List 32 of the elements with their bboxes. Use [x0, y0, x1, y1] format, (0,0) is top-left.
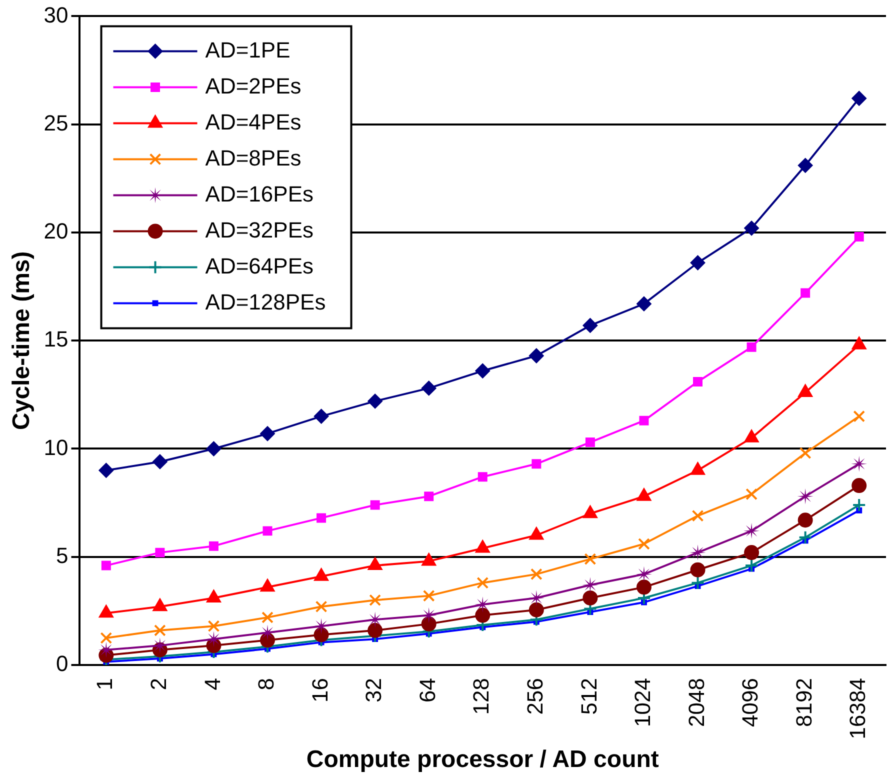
- legend-label: AD=8PEs: [205, 145, 302, 170]
- y-tick-label: 10: [44, 434, 68, 460]
- y-tick-label: 20: [44, 218, 68, 244]
- legend-label: AD=128PEs: [205, 289, 326, 314]
- x-tick-label: 16: [307, 678, 332, 703]
- legend-label: AD=4PEs: [205, 109, 302, 134]
- x-tick-label: 512: [576, 678, 602, 715]
- x-tick-label: 1: [92, 678, 118, 690]
- x-tick-label: 2048: [684, 678, 709, 727]
- x-tick-label: 256: [522, 678, 548, 715]
- legend-label: AD=1PE: [205, 37, 290, 62]
- legend-label: AD=2PEs: [205, 73, 302, 98]
- y-tick-label: 5: [56, 542, 68, 568]
- x-tick-label: 8192: [791, 678, 816, 727]
- x-tick-label: 4096: [738, 678, 763, 727]
- y-tick-label: 30: [44, 2, 68, 28]
- x-tick-label: 1024: [630, 678, 656, 727]
- x-tick-label: 4: [200, 678, 225, 690]
- y-axis-title: Cycle-time (ms): [8, 251, 36, 430]
- x-tick-label: 32: [361, 678, 386, 703]
- y-tick-label: 25: [44, 110, 68, 136]
- legend-label: AD=16PEs: [205, 181, 314, 206]
- legend-label: AD=64PEs: [205, 253, 314, 278]
- x-tick-label: 64: [414, 678, 440, 703]
- y-tick-label: 15: [44, 326, 68, 352]
- x-tick-label: 2: [146, 678, 172, 690]
- x-tick-label: 8: [254, 678, 279, 690]
- legend-label: AD=32PEs: [205, 217, 314, 242]
- x-axis-title: Compute processor / AD count: [306, 746, 659, 774]
- x-tick-label: 128: [468, 678, 494, 715]
- x-tick-label: 16384: [845, 678, 870, 740]
- y-tick-label: 0: [56, 651, 68, 676]
